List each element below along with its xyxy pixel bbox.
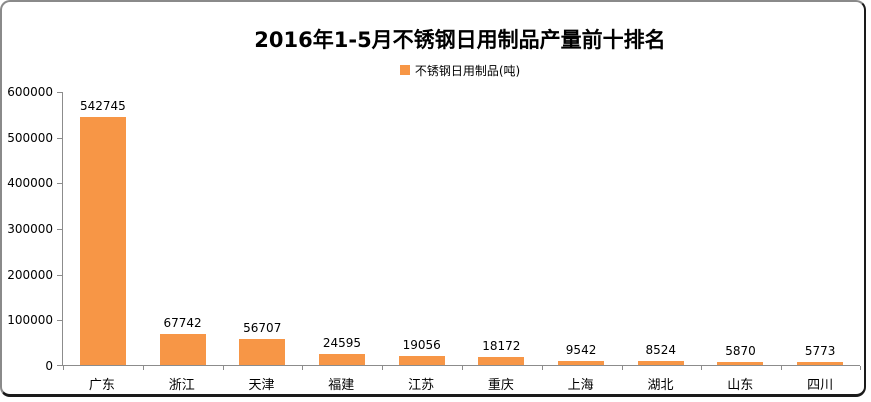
- x-category-label: 山东: [727, 378, 754, 393]
- x-category-label: 四川: [807, 378, 834, 393]
- bar: [558, 361, 605, 365]
- y-tick-mark: [57, 365, 63, 366]
- x-category-label: 上海: [567, 378, 594, 393]
- y-tick-label: 0: [45, 359, 53, 373]
- bar-column: 19056: [382, 92, 462, 365]
- bar-column: 56707: [222, 92, 302, 365]
- x-tick-mark: [542, 366, 543, 370]
- x-tick-mark: [701, 366, 702, 370]
- x-category-label: 湖北: [647, 378, 674, 393]
- x-tick-mark: [860, 366, 861, 370]
- y-tick-mark: [57, 229, 63, 230]
- bar: [318, 354, 365, 365]
- bar-value-label: 5773: [804, 344, 836, 358]
- bar-column: 5870: [701, 92, 781, 365]
- plot-area: 542745 67742 56707 24595 19056 18172 9542 8524 5…: [57, 92, 861, 370]
- x-tick-mark: [622, 366, 623, 370]
- x-tick-mark: [302, 366, 303, 370]
- legend-label: 不锈钢日用制品(吨): [414, 63, 521, 78]
- x-tick-mark: [382, 366, 383, 370]
- x-category-label: 重庆: [487, 378, 514, 393]
- y-axis: 0 100000 200000 300000 400000 500000 600000: [2, 85, 62, 373]
- bar-column: 24595: [302, 92, 382, 365]
- y-tick-mark: [57, 275, 63, 276]
- bar: [478, 357, 525, 365]
- x-category-label: 江苏: [408, 378, 435, 393]
- bar-value-label: 24595: [322, 336, 362, 350]
- y-tick-label: 200000: [7, 268, 53, 282]
- bar: [159, 334, 206, 365]
- bar-value-label: 9542: [565, 343, 597, 357]
- bar-column: 8524: [621, 92, 701, 365]
- x-category-label: 天津: [248, 378, 275, 393]
- bar-value-label: 18172: [482, 339, 521, 353]
- y-tick-mark: [57, 320, 63, 321]
- bar-column: 67742: [143, 92, 223, 365]
- bar-value-label: 542745: [79, 99, 126, 113]
- y-tick-label: 500000: [7, 131, 53, 145]
- y-tick-mark: [57, 138, 63, 139]
- bar-column: 5773: [780, 92, 860, 365]
- y-tick-label: 100000: [7, 313, 53, 327]
- bar-column: 542745: [63, 92, 143, 365]
- y-tick-label: 600000: [7, 85, 53, 99]
- y-tick-mark: [57, 183, 63, 184]
- y-tick-label: 400000: [7, 176, 53, 190]
- x-category-label: 广东: [88, 378, 115, 393]
- y-tick-mark: [57, 92, 63, 93]
- bar: [797, 362, 844, 365]
- bar: [79, 117, 126, 365]
- bar-value-label: 56707: [243, 321, 282, 335]
- bar-column: 9542: [541, 92, 621, 365]
- x-tick-mark: [63, 366, 64, 370]
- x-axis-labels: 广东 浙江 天津 福建 江苏 重庆 上海 湖北 山东 四川: [62, 374, 860, 393]
- x-category-label: 福建: [328, 378, 355, 393]
- bar-value-label: 19056: [402, 338, 441, 352]
- y-tick-label: 300000: [7, 222, 53, 236]
- legend-swatch-icon: [399, 65, 410, 75]
- bar: [398, 356, 445, 365]
- x-tick-mark: [223, 366, 224, 370]
- bar-value-label: 67742: [163, 316, 202, 330]
- bar-value-label: 8524: [645, 343, 677, 357]
- chart-title: 2016年1-5月不锈钢日用制品产量前十排名: [254, 28, 666, 52]
- bar: [717, 362, 764, 365]
- legend: 不锈钢日用制品(吨): [60, 62, 860, 78]
- bar: [239, 339, 286, 365]
- x-tick-mark: [462, 366, 463, 370]
- x-category-label: 浙江: [168, 378, 195, 393]
- bar: [637, 361, 684, 365]
- x-tick-mark: [143, 366, 144, 370]
- bar-column: 18172: [462, 92, 542, 365]
- x-tick-mark: [781, 366, 782, 370]
- bar-value-label: 5870: [725, 344, 756, 358]
